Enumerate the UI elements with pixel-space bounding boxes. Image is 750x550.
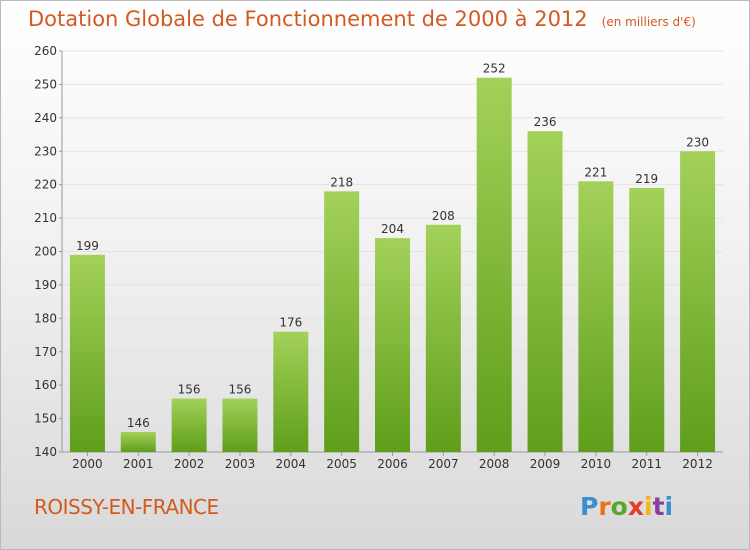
bar xyxy=(273,331,309,452)
data-label: 204 xyxy=(381,222,404,236)
x-tick-label: 2008 xyxy=(479,457,510,471)
y-tick-label: 190 xyxy=(34,278,57,292)
x-tick-label: 2005 xyxy=(326,457,357,471)
x-tick-label: 2003 xyxy=(225,457,256,471)
y-tick-label: 220 xyxy=(34,178,57,192)
y-tick-label: 230 xyxy=(34,144,57,158)
logo-letter: r xyxy=(598,492,611,521)
data-label: 146 xyxy=(127,416,150,430)
bar xyxy=(629,188,665,452)
y-tick-label: 140 xyxy=(34,445,57,459)
bar xyxy=(527,131,563,452)
bar xyxy=(69,254,105,452)
data-label: 219 xyxy=(635,172,658,186)
y-tick-labels: 140 150 160 170 180 190 200 210 220 230 240 250 260 xyxy=(34,44,57,459)
bar xyxy=(375,238,410,452)
logo-letter: P xyxy=(580,492,599,521)
bars xyxy=(69,77,716,452)
commune-name: ROISSY-EN-FRANCE xyxy=(34,495,219,519)
logo-letter: i xyxy=(644,492,653,521)
x-tick-label: 2004 xyxy=(276,457,307,471)
chart-title: Dotation Globale de Fonctionnement de 20… xyxy=(28,7,588,31)
y-tick-label: 260 xyxy=(34,44,57,58)
y-tick-label: 180 xyxy=(34,311,57,325)
x-tick-label: 2009 xyxy=(530,457,561,471)
x-tick-label: 2011 xyxy=(631,457,662,471)
logo-letter: o xyxy=(610,492,628,521)
bar xyxy=(120,431,156,452)
y-tick-label: 240 xyxy=(34,111,57,125)
data-label: 156 xyxy=(229,383,252,397)
y-tick-label: 160 xyxy=(34,378,57,392)
bar xyxy=(476,77,512,452)
y-tick-label: 210 xyxy=(34,211,57,225)
bar xyxy=(578,181,614,452)
y-tick-label: 170 xyxy=(34,345,57,359)
x-tick-label: 2001 xyxy=(123,457,154,471)
logo-letter: t xyxy=(652,492,665,521)
y-tick-label: 250 xyxy=(34,77,57,91)
data-label: 252 xyxy=(483,62,506,76)
y-tick-label: 200 xyxy=(34,245,57,259)
data-label: 156 xyxy=(178,383,201,397)
x-tick-label: 2006 xyxy=(377,457,408,471)
data-label: 218 xyxy=(330,175,353,189)
x-tick-label: 2002 xyxy=(174,457,205,471)
bar xyxy=(425,224,461,452)
bar xyxy=(680,151,716,452)
bar xyxy=(324,191,360,452)
data-label: 230 xyxy=(686,135,709,149)
data-label: 208 xyxy=(432,209,455,223)
title-block: Dotation Globale de Fonctionnement de 20… xyxy=(28,7,696,31)
data-label: 176 xyxy=(279,316,302,330)
data-labels: 199 146 156 156 176 218 204 208 252 236 221 219 230 xyxy=(76,62,709,430)
logo-letter: x xyxy=(627,492,644,521)
x-tick-label: 2007 xyxy=(428,457,459,471)
proxiti-logo: Proxiti xyxy=(580,492,673,521)
bar xyxy=(222,398,258,452)
x-tick-label: 2012 xyxy=(682,457,713,471)
data-label: 199 xyxy=(76,239,99,253)
data-label: 221 xyxy=(584,165,607,179)
x-tick-labels: 2000 2001 2002 2003 2004 2005 2006 2007 2008 2009… xyxy=(72,457,713,471)
x-tick-label: 2010 xyxy=(581,457,612,471)
y-tick-label: 150 xyxy=(34,412,57,426)
bar xyxy=(171,398,207,452)
data-label: 236 xyxy=(534,115,557,129)
chart-subtitle: (en milliers d'€) xyxy=(601,15,696,29)
logo-letter: i xyxy=(664,492,674,521)
x-tick-label: 2000 xyxy=(72,457,103,471)
